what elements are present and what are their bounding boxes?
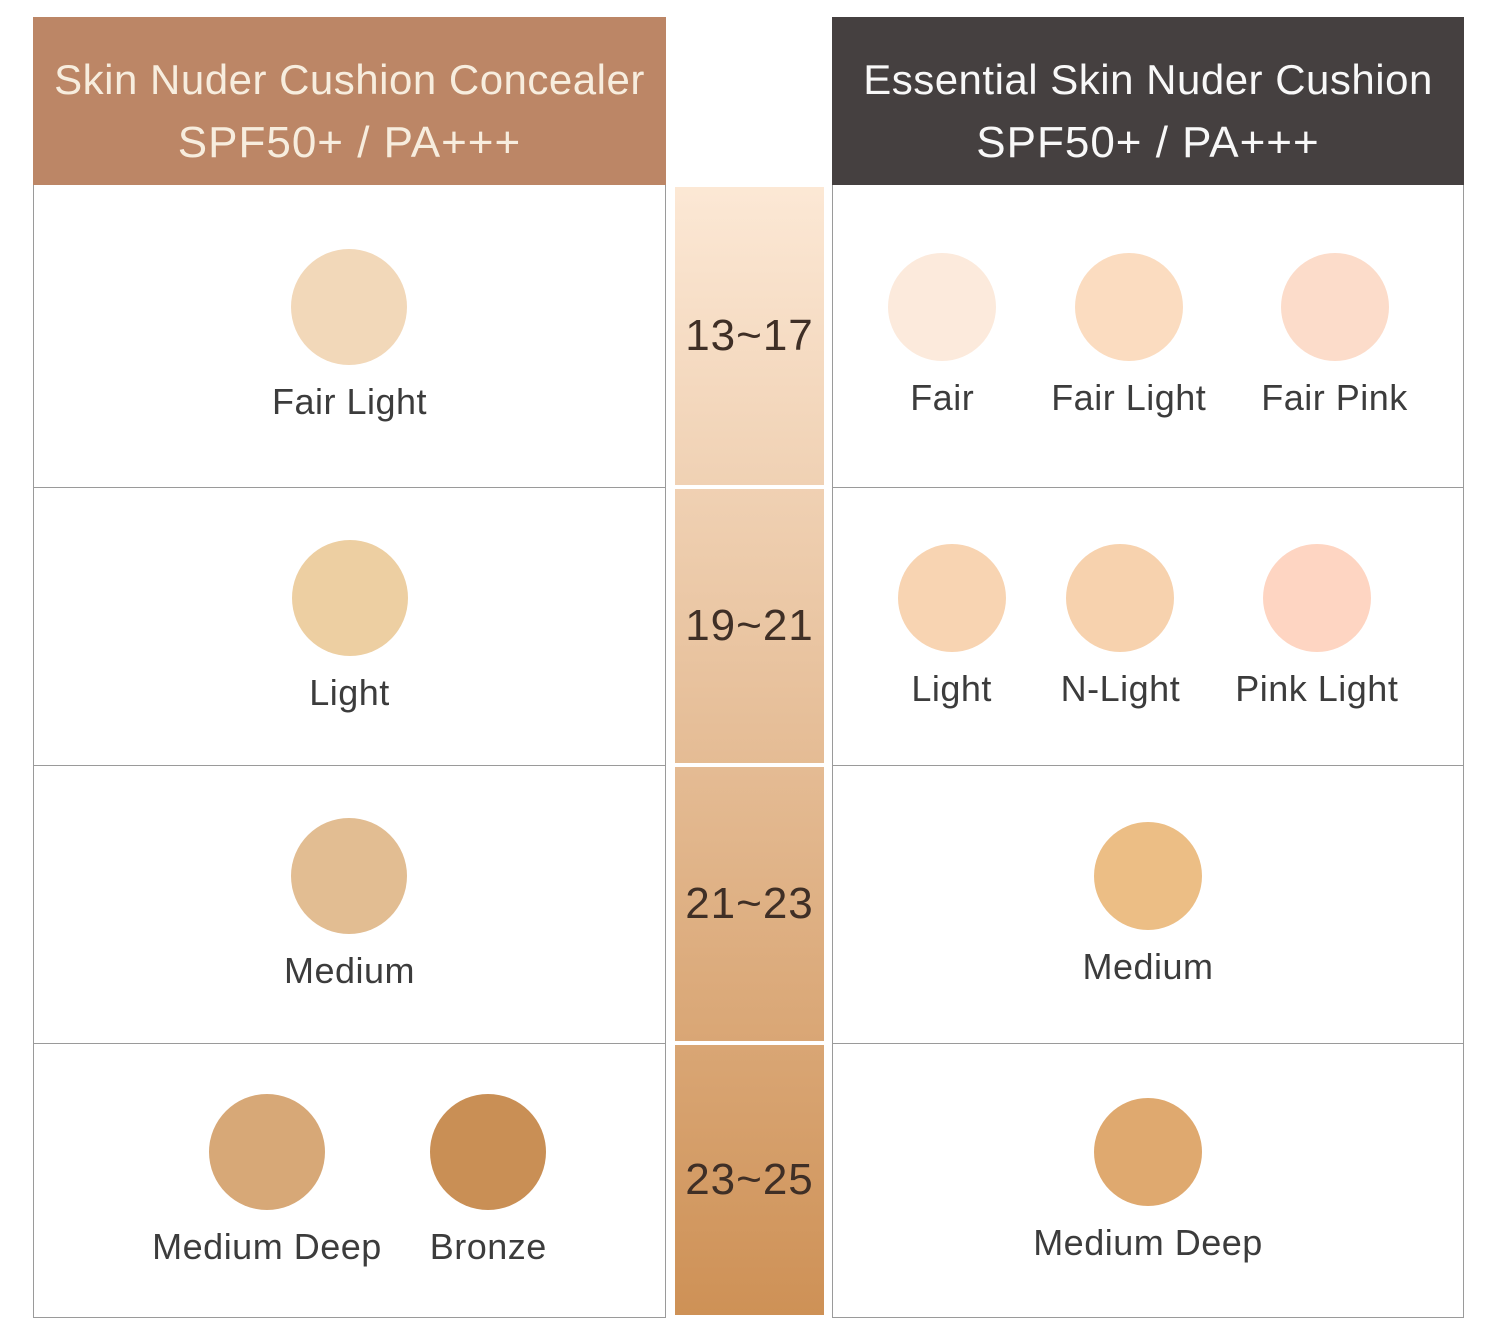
shade-label: Medium Deep — [1033, 1221, 1263, 1263]
shade-label: Fair Pink — [1261, 377, 1408, 418]
shade-row: Light N-Light Pink Light — [833, 487, 1463, 765]
shade-swatch: Medium Deep — [152, 1093, 382, 1268]
shade-circle — [291, 249, 408, 365]
shade-row: Medium — [833, 765, 1463, 1043]
shade-circle — [1280, 253, 1389, 361]
shade-circle — [291, 539, 408, 656]
shade-swatch: N-Light — [1060, 543, 1181, 710]
shade-circle — [291, 817, 408, 934]
shade-swatch: Medium — [283, 817, 416, 992]
shade-row: Medium Deep Bronze — [34, 1043, 665, 1317]
scale-divider — [675, 485, 824, 489]
shade-swatch: Fair Light — [272, 249, 427, 423]
shade-circle — [1093, 1097, 1202, 1206]
shade-row: Light — [34, 487, 665, 765]
shade-label: Fair Light — [1051, 377, 1207, 418]
left-product-panel: Skin Nuder Cushion Concealer SPF50+ / PA… — [33, 17, 666, 1318]
left-product-title: Skin Nuder Cushion Concealer — [54, 55, 645, 103]
shade-label: Medium — [283, 949, 416, 991]
shade-label: Pink Light — [1235, 667, 1399, 709]
shade-label: Medium — [1082, 945, 1214, 987]
shade-label: Light — [309, 671, 390, 713]
shade-circle — [897, 543, 1006, 652]
shade-circle — [430, 1093, 547, 1210]
shade-range-label: 21~23 — [685, 879, 814, 928]
shade-swatch: Fair — [888, 253, 997, 419]
shade-swatch: Medium Deep — [1033, 1097, 1263, 1264]
right-product-header: Essential Skin Nuder Cushion SPF50+ / PA… — [832, 17, 1464, 185]
shade-circle — [1262, 543, 1371, 652]
shade-scale-strip: 13~17 19~21 21~23 23~25 — [675, 187, 824, 1315]
scale-divider — [675, 763, 824, 767]
shade-label: N-Light — [1060, 667, 1181, 709]
shade-row: Medium — [34, 765, 665, 1043]
shade-range-label: 19~21 — [685, 601, 814, 650]
shade-swatch: Pink Light — [1235, 543, 1399, 710]
shade-swatch: Light — [897, 543, 1006, 710]
shade-label: Bronze — [429, 1225, 547, 1267]
left-product-spf-label: SPF50+ / PA+++ — [177, 117, 522, 167]
shade-swatch: Light — [291, 539, 408, 714]
right-product-panel: Essential Skin Nuder Cushion SPF50+ / PA… — [832, 17, 1464, 1318]
shade-range-label: 23~25 — [685, 1155, 814, 1204]
shade-label: Fair — [910, 377, 975, 418]
shade-row: Medium Deep — [833, 1043, 1463, 1317]
left-panel-body: Fair Light Light Medium Medium Deep — [33, 185, 666, 1318]
shade-circle — [888, 253, 997, 361]
shade-row: Fair Light — [34, 185, 665, 487]
shade-label: Light — [911, 667, 992, 709]
shade-circle — [1093, 821, 1202, 930]
shade-label: Fair Light — [271, 381, 428, 422]
shade-swatch: Medium — [1082, 821, 1214, 988]
shade-circle — [1074, 253, 1183, 361]
right-panel-body: Fair Fair Light Fair Pink Light — [832, 185, 1464, 1318]
shade-range-label: 13~17 — [685, 311, 814, 360]
right-product-spf-label: SPF50+ / PA+++ — [976, 117, 1320, 167]
shade-swatch: Bronze — [429, 1093, 547, 1268]
scale-divider — [675, 1041, 824, 1045]
shade-circle — [208, 1093, 325, 1210]
shade-swatch: Fair Light — [1051, 253, 1206, 419]
left-product-header: Skin Nuder Cushion Concealer SPF50+ / PA… — [33, 17, 666, 185]
shade-swatch: Fair Pink — [1261, 253, 1408, 419]
right-product-title: Essential Skin Nuder Cushion — [863, 55, 1433, 103]
shade-row: Fair Fair Light Fair Pink — [833, 185, 1463, 487]
shade-circle — [1066, 543, 1175, 652]
shade-label: Medium Deep — [152, 1225, 382, 1267]
